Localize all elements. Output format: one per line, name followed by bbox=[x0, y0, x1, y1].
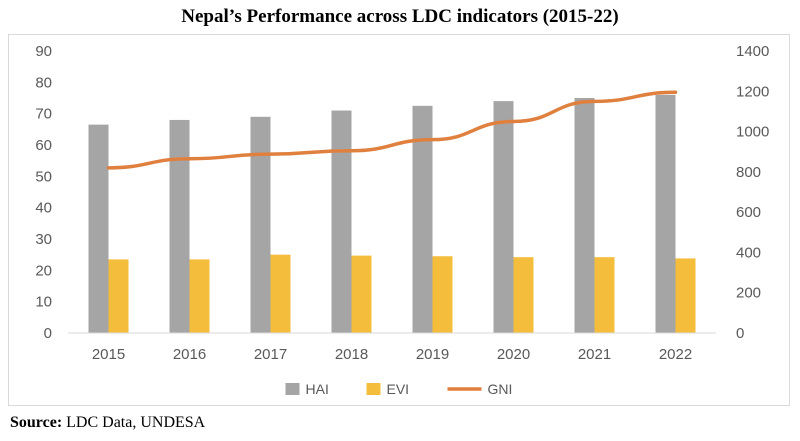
bar-evi-2021 bbox=[594, 257, 615, 333]
y-left-tick-label: 40 bbox=[35, 200, 52, 217]
bar-hai-2015 bbox=[88, 124, 109, 333]
y-right-tick-label: 0 bbox=[736, 325, 744, 342]
legend-label-hai: HAI bbox=[306, 381, 329, 397]
bar-hai-2018 bbox=[331, 110, 352, 334]
bar-hai-2020 bbox=[493, 101, 514, 333]
bar-evi-2018 bbox=[351, 255, 372, 333]
line-layer bbox=[106, 90, 678, 170]
legend: HAI EVI GNI bbox=[285, 381, 513, 397]
source-note: Source: LDC Data, UNDESA bbox=[10, 414, 205, 432]
legend-swatch-evi bbox=[366, 383, 381, 395]
x-tick-label: 2017 bbox=[254, 346, 287, 363]
source-label: Source: bbox=[10, 414, 63, 431]
bars-layer bbox=[88, 94, 696, 334]
y-right-tick-label: 1400 bbox=[736, 43, 769, 60]
x-tick-label: 2018 bbox=[335, 346, 368, 363]
source-text: LDC Data, UNDESA bbox=[62, 414, 206, 431]
y-left-tick-label: 50 bbox=[35, 168, 52, 185]
y-left-tick-label: 70 bbox=[35, 106, 52, 123]
x-tick-label: 2021 bbox=[578, 346, 611, 363]
bar-evi-2015 bbox=[108, 259, 129, 333]
bar-hai-2019 bbox=[412, 105, 433, 333]
bar-evi-2016 bbox=[189, 259, 210, 333]
y-left-tick-label: 10 bbox=[35, 294, 52, 311]
y-left-tick-label: 80 bbox=[35, 74, 52, 91]
chart-title: Nepal’s Performance across LDC indicator… bbox=[181, 6, 619, 27]
y-left-tick-label: 90 bbox=[35, 43, 52, 60]
y-right-tick-label: 400 bbox=[736, 244, 761, 261]
y-right-tick-label: 200 bbox=[736, 285, 761, 302]
bar-evi-2022 bbox=[675, 258, 696, 333]
axis-layer: 2015 2016 2017 2018 2019 2020 2021 2022 0 10 20 30 4… bbox=[35, 43, 769, 363]
bar-evi-2020 bbox=[513, 257, 534, 333]
y-left-tick-label: 60 bbox=[35, 137, 52, 154]
y-left-tick-label: 30 bbox=[35, 231, 52, 248]
bar-evi-2017 bbox=[270, 254, 291, 333]
chart-frame bbox=[8, 34, 790, 406]
y-left-tick-label: 0 bbox=[44, 325, 52, 342]
y-right-tick-label: 600 bbox=[736, 204, 761, 221]
legend-label-evi: EVI bbox=[387, 381, 410, 397]
x-tick-label: 2016 bbox=[173, 346, 206, 363]
bar-hai-2021 bbox=[574, 98, 595, 333]
y-right-tick-label: 1200 bbox=[736, 83, 769, 100]
x-tick-label: 2015 bbox=[92, 346, 125, 363]
bar-hai-2022 bbox=[655, 94, 676, 333]
bar-hai-2016 bbox=[169, 119, 190, 333]
y-left-tick-label: 20 bbox=[35, 262, 52, 279]
x-tick-label: 2022 bbox=[659, 346, 692, 363]
bar-evi-2019 bbox=[432, 256, 453, 333]
y-right-tick-label: 800 bbox=[736, 164, 761, 181]
line-gni bbox=[106, 90, 678, 170]
bar-hai-2017 bbox=[250, 116, 271, 333]
y-right-tick-label: 1000 bbox=[736, 124, 769, 141]
x-tick-label: 2020 bbox=[497, 346, 530, 363]
legend-swatch-hai bbox=[285, 383, 300, 395]
legend-label-gni: GNI bbox=[488, 381, 513, 397]
x-tick-label: 2019 bbox=[416, 346, 449, 363]
